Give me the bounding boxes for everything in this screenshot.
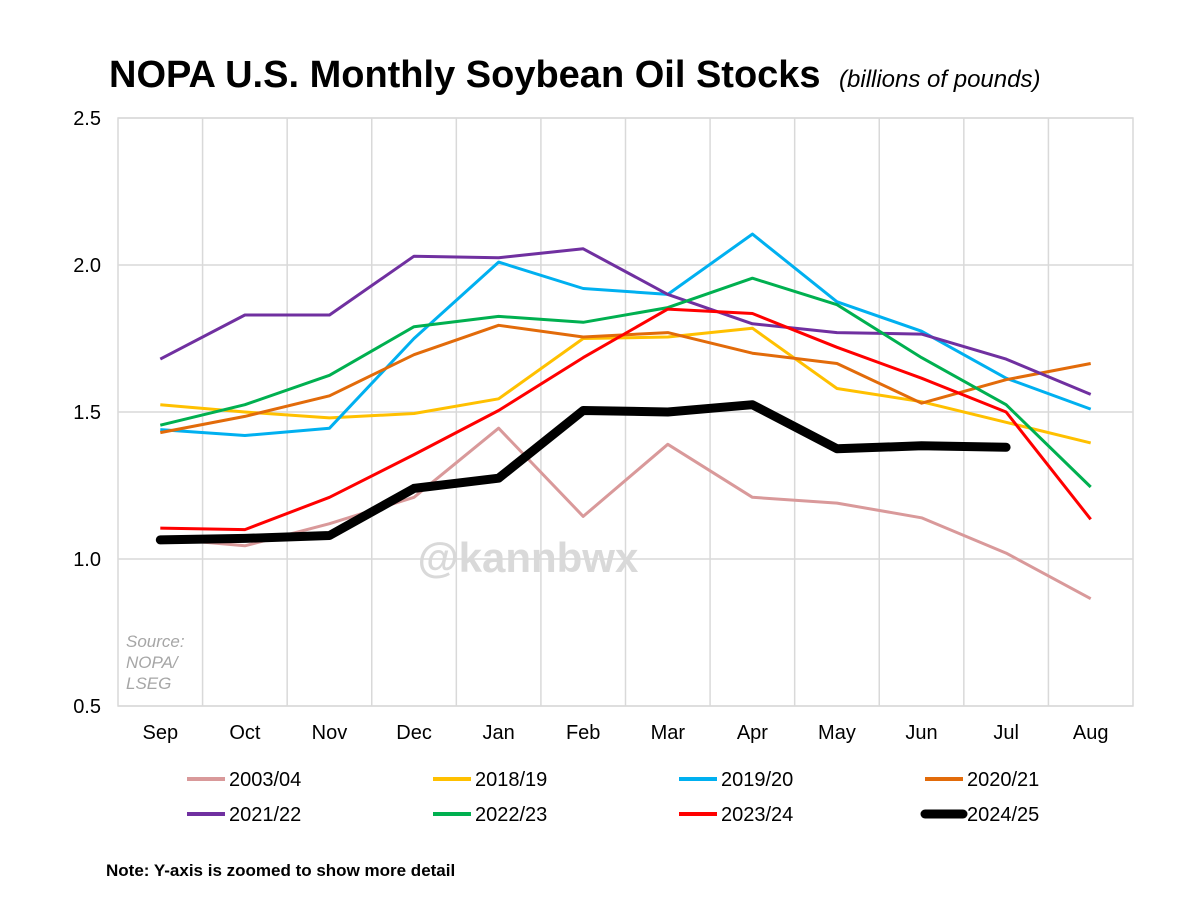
legend-item: 2022/23 [433, 804, 547, 826]
legend-label: 2023/24 [721, 804, 793, 826]
x-tick-label: Nov [312, 722, 348, 744]
x-tick-label: May [818, 722, 856, 744]
y-tick-label: 2.0 [73, 255, 101, 277]
x-tick-label: Dec [396, 722, 432, 744]
legend-item: 2023/24 [679, 804, 793, 826]
source-note: Source: NOPA/ LSEG [126, 632, 189, 693]
x-tick-label: Apr [737, 722, 768, 744]
legend-item: 2003/04 [187, 769, 301, 791]
x-axis-ticks: Sep Oct Nov Dec Jan Feb Mar Apr May Jun Jul Aug [142, 722, 1108, 744]
chart-title: NOPA U.S. Monthly Soybean Oil Stocks [109, 54, 821, 96]
x-tick-label: Sep [142, 722, 178, 744]
x-tick-label: Mar [651, 722, 686, 744]
legend-item: 2021/22 [187, 804, 301, 826]
x-tick-label: Jan [483, 722, 515, 744]
series-line-2024-25 [155, 400, 1011, 545]
legend-label: 2022/23 [475, 804, 547, 826]
footnote: Note: Y-axis is zoomed to show more deta… [106, 861, 455, 880]
legend-label: 2021/22 [229, 804, 301, 826]
grid-layer [117, 117, 1134, 707]
chart-title-line: NOPA U.S. Monthly Soybean Oil Stocks (bi… [109, 54, 1040, 96]
legend-label: 2020/21 [967, 769, 1039, 791]
source-line-2: NOPA/ [126, 653, 180, 672]
y-tick-label: 0.5 [73, 696, 101, 718]
legend-label: 2019/20 [721, 769, 793, 791]
series-line-2022-23 [159, 276, 1092, 489]
source-line-3: LSEG [126, 674, 171, 693]
y-axis-ticks: 0.5 1.0 1.5 2.0 2.5 [73, 108, 101, 718]
chart-subtitle: (billions of pounds) [839, 66, 1040, 93]
x-tick-label: Jul [993, 722, 1019, 744]
watermark: @kannbwx [418, 534, 639, 581]
legend: 2003/04 2018/19 2019/20 2020/21 2021/22 2022/… [187, 769, 1039, 826]
x-tick-label: Oct [229, 722, 261, 744]
series-line-2021-22 [159, 247, 1092, 396]
y-tick-label: 1.0 [73, 549, 101, 571]
series-line-2003-04 [160, 426, 1092, 601]
y-tick-label: 1.5 [73, 402, 101, 424]
series-layer [155, 232, 1092, 601]
legend-item: 2019/20 [679, 769, 793, 791]
y-tick-label: 2.5 [73, 108, 101, 130]
series-line-2018-19 [160, 326, 1092, 445]
legend-item: 2020/21 [925, 769, 1039, 791]
legend-item: 2024/25 [920, 804, 1039, 826]
series-line-2023-24 [160, 307, 1092, 532]
x-tick-label: Jun [905, 722, 937, 744]
legend-label: 2018/19 [475, 769, 547, 791]
legend-label: 2003/04 [229, 769, 301, 791]
legend-label: 2024/25 [967, 804, 1039, 826]
legend-item: 2018/19 [433, 769, 547, 791]
source-line-1: Source: [126, 632, 185, 651]
x-tick-label: Aug [1073, 722, 1109, 744]
x-tick-label: Feb [566, 722, 600, 744]
